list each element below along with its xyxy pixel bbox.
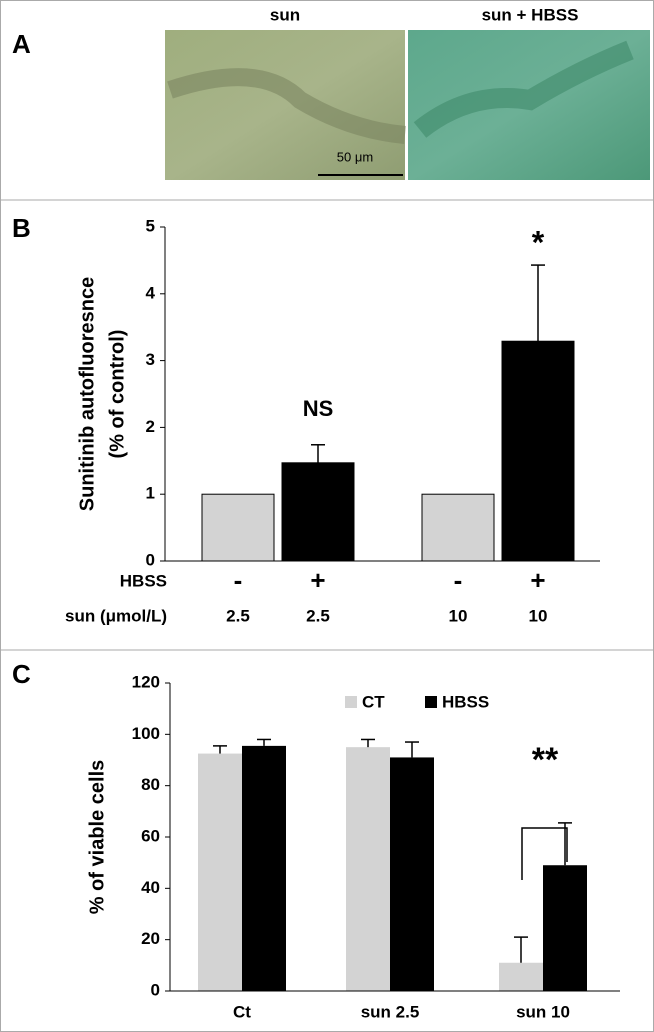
legend-label: HBSS	[442, 692, 489, 711]
row-cell: 2.5	[226, 606, 250, 625]
y-tick-label: 4	[146, 283, 156, 302]
row-label: HBSS	[120, 571, 167, 590]
y-tick-label: 3	[146, 350, 155, 369]
row-label: sun (μmol/L)	[65, 606, 167, 625]
y-tick-label: 120	[132, 672, 160, 691]
legend-swatch	[345, 696, 357, 708]
image-title: sun	[270, 5, 300, 24]
y-axis-label: (% of control)	[106, 330, 128, 459]
legend-swatch	[425, 696, 437, 708]
annotation: NS	[303, 396, 334, 421]
y-tick-label: 2	[146, 417, 155, 436]
panel-label: B	[12, 213, 31, 243]
row-cell: +	[530, 565, 545, 595]
bar	[543, 865, 587, 991]
row-cell: -	[454, 565, 463, 595]
bar	[201, 493, 275, 562]
legend-label: CT	[362, 692, 385, 711]
y-tick-label: 5	[146, 216, 155, 235]
bar	[198, 753, 242, 991]
y-tick-label: 1	[146, 484, 155, 503]
y-tick-label: 80	[141, 775, 160, 794]
y-tick-label: 0	[151, 980, 160, 999]
cell-shape	[167, 68, 406, 144]
bar	[499, 962, 543, 991]
annotation: **	[532, 741, 559, 779]
x-tick-label: sun 10	[516, 1002, 570, 1021]
significance-bracket	[521, 827, 568, 880]
bar	[501, 340, 575, 562]
bar	[346, 747, 390, 991]
scale-label: 50 μm	[337, 149, 373, 164]
y-axis-label: % of viable cells	[86, 760, 108, 915]
x-tick-label: Ct	[233, 1002, 251, 1021]
row-cell: 10	[529, 606, 548, 625]
image-title: sun + HBSS	[482, 5, 579, 24]
bar	[390, 757, 434, 991]
panel-label: A	[12, 29, 31, 59]
y-tick-label: 20	[141, 929, 160, 948]
bar	[421, 493, 495, 562]
row-cell: 2.5	[306, 606, 330, 625]
y-tick-label: 60	[141, 826, 160, 845]
y-tick-label: 40	[141, 878, 160, 897]
y-tick-label: 100	[132, 724, 160, 743]
annotation: *	[532, 224, 545, 260]
y-tick-label: 0	[146, 550, 155, 569]
bar	[242, 745, 286, 991]
cell-shape	[413, 40, 634, 138]
row-cell: +	[310, 565, 325, 595]
bar	[281, 462, 355, 562]
row-cell: 10	[449, 606, 468, 625]
y-axis-label: Sunitinib autofluoresnce	[76, 277, 98, 511]
micrograph	[165, 30, 405, 180]
x-tick-label: sun 2.5	[361, 1002, 420, 1021]
row-cell: -	[234, 565, 243, 595]
panel-label: C	[12, 659, 31, 689]
